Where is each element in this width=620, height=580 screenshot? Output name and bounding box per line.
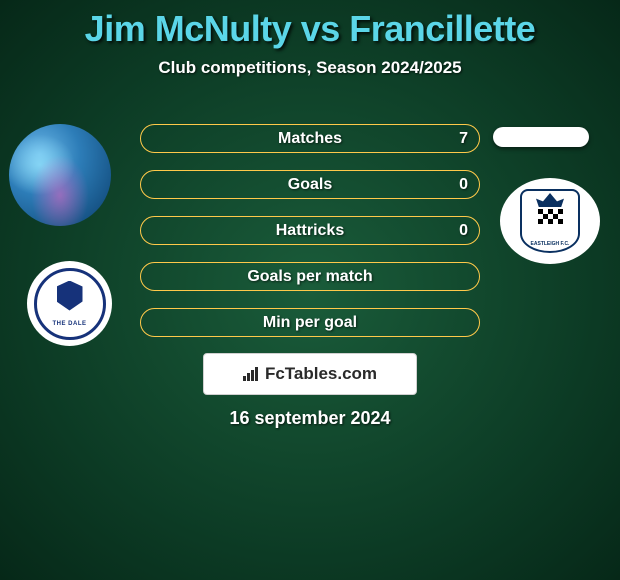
- stat-value-right: 0: [459, 176, 468, 194]
- checker-icon: [538, 209, 563, 224]
- stats-bars: Matches 7 Goals 0 Hattricks 0 Goals per …: [140, 124, 480, 354]
- stat-row: Goals 0: [140, 170, 480, 199]
- stat-label: Goals per match: [247, 268, 372, 286]
- club-left-text: THE DALE: [53, 321, 87, 327]
- club-left-badge: THE DALE: [27, 261, 112, 346]
- stat-row: Matches 7: [140, 124, 480, 153]
- bar-chart-icon: [243, 367, 261, 381]
- page-title: Jim McNulty vs Francillette: [0, 0, 620, 50]
- branding-badge[interactable]: FcTables.com: [203, 353, 417, 395]
- club-right-badge: EASTLEIGH F.C.: [500, 178, 600, 264]
- stat-label: Min per goal: [263, 314, 357, 332]
- subtitle: Club competitions, Season 2024/2025: [0, 58, 620, 78]
- stat-label: Matches: [278, 130, 342, 148]
- player-left-avatar: [9, 124, 111, 226]
- player-right-avatar: [493, 127, 589, 147]
- generated-date: 16 september 2024: [229, 408, 390, 429]
- club-right-text: EASTLEIGH F.C.: [531, 241, 570, 247]
- crown-icon: [536, 193, 564, 207]
- stat-row: Min per goal: [140, 308, 480, 337]
- branding-text: FcTables.com: [265, 364, 377, 384]
- stat-label: Goals: [288, 176, 332, 194]
- stat-value-right: 7: [459, 130, 468, 148]
- stat-row: Hattricks 0: [140, 216, 480, 245]
- stat-value-right: 0: [459, 222, 468, 240]
- stat-label: Hattricks: [276, 222, 344, 240]
- stat-row: Goals per match: [140, 262, 480, 291]
